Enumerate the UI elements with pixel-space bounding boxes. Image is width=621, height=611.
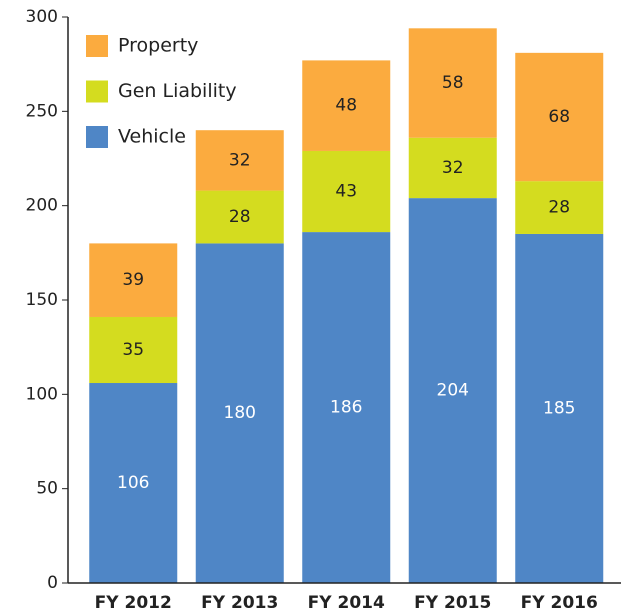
bar-segment xyxy=(408,28,497,138)
x-tick-label: FY 2014 xyxy=(308,593,385,611)
data-label: 204 xyxy=(437,381,469,401)
bar-segment xyxy=(515,52,604,182)
data-label: 43 xyxy=(335,182,357,202)
bar-segment xyxy=(89,243,178,317)
data-label: 39 xyxy=(122,270,144,290)
x-tick-label: FY 2013 xyxy=(201,593,278,611)
data-label: 35 xyxy=(122,340,144,360)
x-tick-label: FY 2012 xyxy=(95,593,172,611)
bar-segment xyxy=(195,243,284,583)
y-tick-label: 300 xyxy=(26,7,58,27)
data-label: 58 xyxy=(442,73,464,93)
legend-label: Gen Liability xyxy=(118,80,237,102)
bar-segment xyxy=(195,130,284,191)
y-tick-label: 50 xyxy=(36,479,58,499)
x-tick-label: FY 2015 xyxy=(414,593,491,611)
y-tick-label: 250 xyxy=(26,101,58,121)
bar-segment xyxy=(515,181,604,234)
bar-segment xyxy=(195,190,284,244)
legend-label: Property xyxy=(118,35,198,57)
bar-segment xyxy=(89,383,178,583)
y-tick-label: 100 xyxy=(26,384,58,404)
data-label: 28 xyxy=(548,198,570,218)
data-label: 186 xyxy=(330,398,362,418)
bar-segment xyxy=(408,198,497,583)
data-label: 68 xyxy=(548,107,570,127)
data-label: 185 xyxy=(543,398,575,418)
legend-swatch xyxy=(86,126,108,148)
legend-label: Vehicle xyxy=(118,126,186,148)
bar-segment xyxy=(302,232,391,583)
y-tick-label: 150 xyxy=(26,290,58,310)
legend-swatch xyxy=(86,35,108,57)
data-label: 180 xyxy=(224,403,256,423)
y-tick-label: 0 xyxy=(47,573,58,593)
bar-segment xyxy=(89,316,178,384)
legend-swatch xyxy=(86,80,108,103)
bar-segment xyxy=(302,60,391,151)
x-tick-label: FY 2016 xyxy=(521,593,598,611)
data-label: 106 xyxy=(117,473,149,493)
data-label: 48 xyxy=(335,96,357,116)
data-label: 32 xyxy=(442,158,464,178)
data-label: 32 xyxy=(229,150,251,170)
y-tick-label: 200 xyxy=(26,196,58,216)
bar-segment xyxy=(302,150,391,233)
bar-segment xyxy=(408,137,497,199)
bar-segment xyxy=(515,233,604,583)
data-label: 28 xyxy=(229,207,251,227)
